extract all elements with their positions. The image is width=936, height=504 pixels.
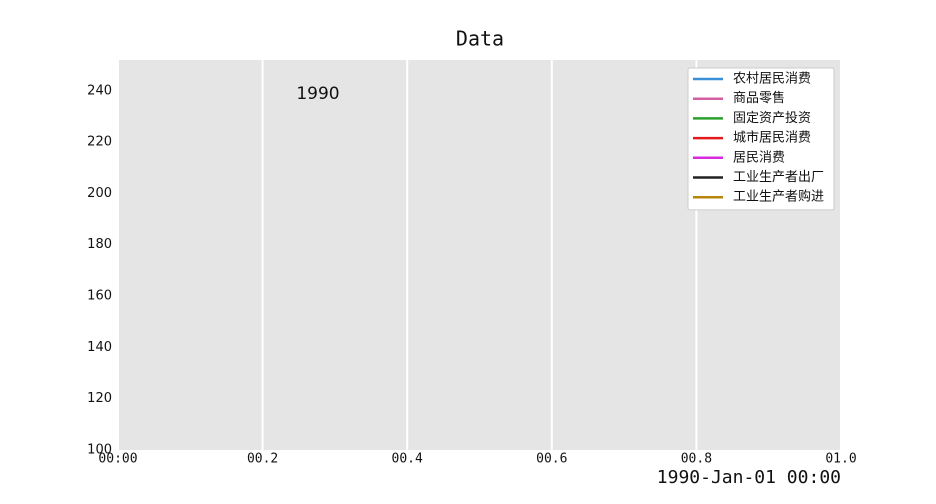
x-tick-label: 01.0 <box>825 452 856 467</box>
y-tick-label: 180 <box>87 237 112 252</box>
legend-label: 居民消费 <box>733 150 785 165</box>
legend-label: 城市居民消费 <box>733 130 811 146</box>
y-tick-label: 240 <box>87 83 112 98</box>
chart-title: Data <box>456 27 504 51</box>
legend-label: 工业生产者出厂 <box>733 170 824 185</box>
time-label: 1990-Jan-01 00:00 <box>657 467 841 488</box>
annotation: 1990 <box>296 84 339 104</box>
legend-label: 商品零售 <box>733 90 785 106</box>
x-tick-label: 00.2 <box>247 452 278 467</box>
legend-label: 工业生产者购进 <box>733 189 824 205</box>
y-tick-label: 140 <box>87 340 112 355</box>
x-tick-label: 00.8 <box>681 452 712 467</box>
y-tick-label: 100 <box>87 443 112 458</box>
x-tick-label: 00.6 <box>536 452 567 467</box>
legend-label: 固定资产投资 <box>733 110 811 126</box>
x-tick-label: 00:00 <box>98 452 137 467</box>
x-tick-label: 00.4 <box>392 452 423 467</box>
y-tick-label: 160 <box>87 289 112 304</box>
legend-box <box>687 67 835 211</box>
y-tick-label: 200 <box>87 186 112 201</box>
y-tick-label: 220 <box>87 135 112 150</box>
y-tick-label: 120 <box>87 391 112 406</box>
legend-label: 农村居民消费 <box>733 72 811 87</box>
